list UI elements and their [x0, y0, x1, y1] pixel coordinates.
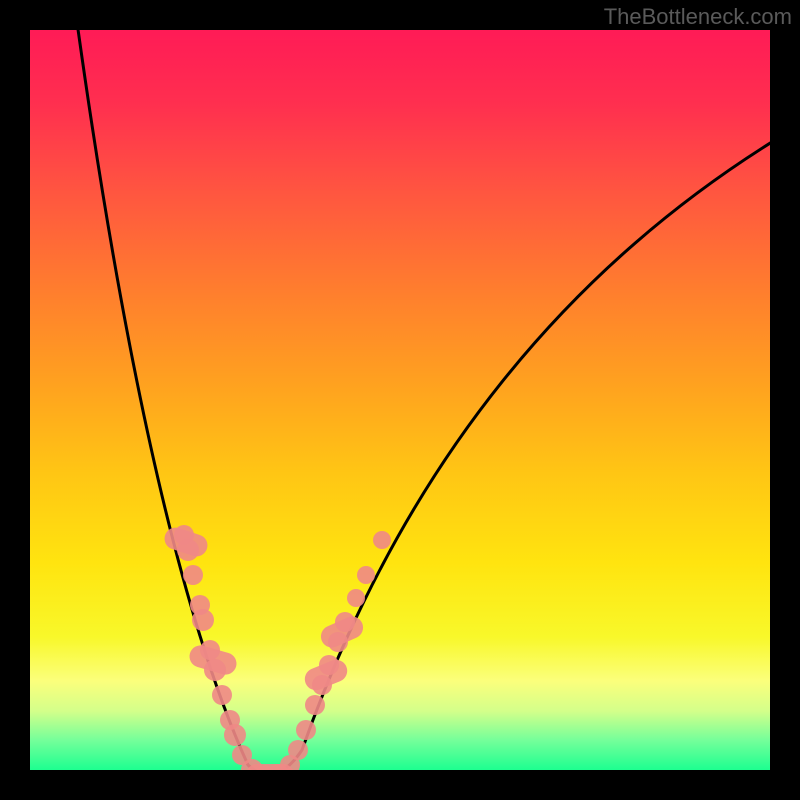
marker-dot	[347, 589, 365, 607]
marker-dot	[183, 565, 203, 585]
marker-dot	[200, 640, 220, 660]
curve-layer	[30, 30, 770, 770]
markers-group	[162, 525, 391, 770]
marker-dot	[212, 685, 232, 705]
marker-dot	[328, 632, 348, 652]
marker-dot	[224, 724, 246, 746]
chart-frame: TheBottleneck.com	[0, 0, 800, 800]
watermark-text: TheBottleneck.com	[604, 4, 792, 30]
marker-dot	[319, 655, 339, 675]
marker-dot	[373, 531, 391, 549]
marker-dot	[357, 566, 375, 584]
marker-dot	[288, 740, 308, 760]
marker-dot	[204, 659, 226, 681]
marker-dot	[177, 539, 199, 561]
marker-dot	[305, 695, 325, 715]
marker-dot	[296, 720, 316, 740]
marker-dot	[192, 609, 214, 631]
marker-dot	[312, 675, 332, 695]
bottleneck-curve	[76, 30, 770, 770]
plot-area	[30, 30, 770, 770]
marker-dot	[335, 612, 355, 632]
